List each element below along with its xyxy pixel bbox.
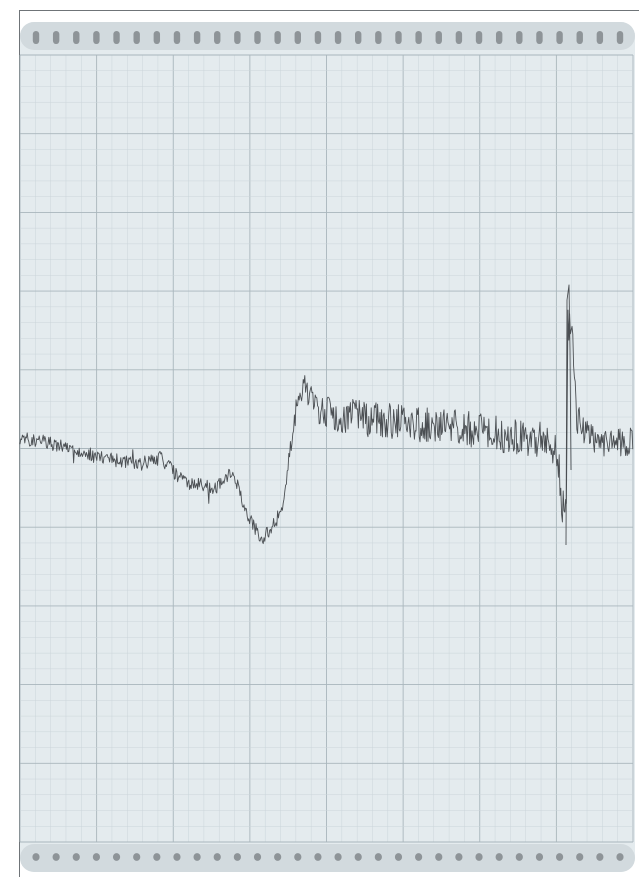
sprocket-hole [73,31,80,44]
sprocket-hole [596,853,604,861]
sprocket-hole [72,853,80,861]
sprocket-hole [455,31,463,44]
sprocket-hole [314,853,322,861]
sprocket-hole [395,31,402,44]
sprocket-hole [354,853,362,861]
sprocket-hole [576,31,583,44]
sprocket-hole [596,31,604,44]
sprocket-hole [173,31,181,44]
sprocket-hole [32,31,40,44]
sprocket-hole [576,853,584,861]
sprocket-hole [193,31,201,44]
sprocket-hole [556,31,563,44]
sprocket-band-top [20,22,635,50]
sprocket-hole [455,853,463,861]
sprocket-hole [274,853,282,861]
sprocket-hole [233,853,241,861]
sprocket-hole [193,853,201,861]
sprocket-hole [495,31,503,44]
sprocket-hole [274,31,281,44]
band-top-strip [20,22,635,50]
sprocket-hole [32,853,40,861]
sprocket-hole [516,31,523,44]
sprocket-hole [52,853,60,861]
sprocket-hole [253,853,262,861]
sprocket-hole [375,31,382,44]
sprocket-hole [475,31,483,44]
sprocket-hole [153,853,161,861]
sprocket-hole [475,853,483,861]
sprocket-hole [93,31,100,44]
sprocket-hole [254,31,261,44]
sprocket-hole [355,31,362,44]
sprocket-hole [173,853,181,861]
sprocket-hole [555,853,564,861]
signal-trace [19,284,634,546]
sprocket-hole [535,853,544,861]
sprocket-hole [415,31,422,44]
sprocket-hole [314,31,322,44]
sprocket-hole [435,31,442,44]
sprocket-hole [92,853,101,861]
sprocket-hole [374,853,382,861]
sprocket-hole [133,31,140,44]
sprocket-hole [294,31,301,44]
sprocket-hole [435,853,443,861]
sprocket-hole [515,853,523,861]
sprocket-hole [213,853,221,861]
sprocket-hole [133,853,141,861]
paper-sheet [20,22,635,872]
sprocket-hole [495,853,503,861]
sprocket-hole [153,31,161,44]
sprocket-hole [294,853,302,861]
sprocket-hole [112,853,121,861]
sprocket-hole [334,31,342,44]
sprocket-hole [234,31,241,44]
sprocket-hole [616,31,624,44]
band-bottom-strip [20,844,635,872]
sprocket-hole [415,853,423,861]
sprocket-band-bottom [20,844,635,872]
grid [19,54,634,843]
sprocket-hole [52,31,60,44]
sprocket-hole [536,31,543,44]
sprocket-hole [214,31,221,44]
sprocket-hole [113,31,120,44]
sprocket-hole [616,853,624,861]
sprocket-hole [334,853,342,861]
photo-frame [19,10,639,877]
sprocket-hole [394,853,403,861]
